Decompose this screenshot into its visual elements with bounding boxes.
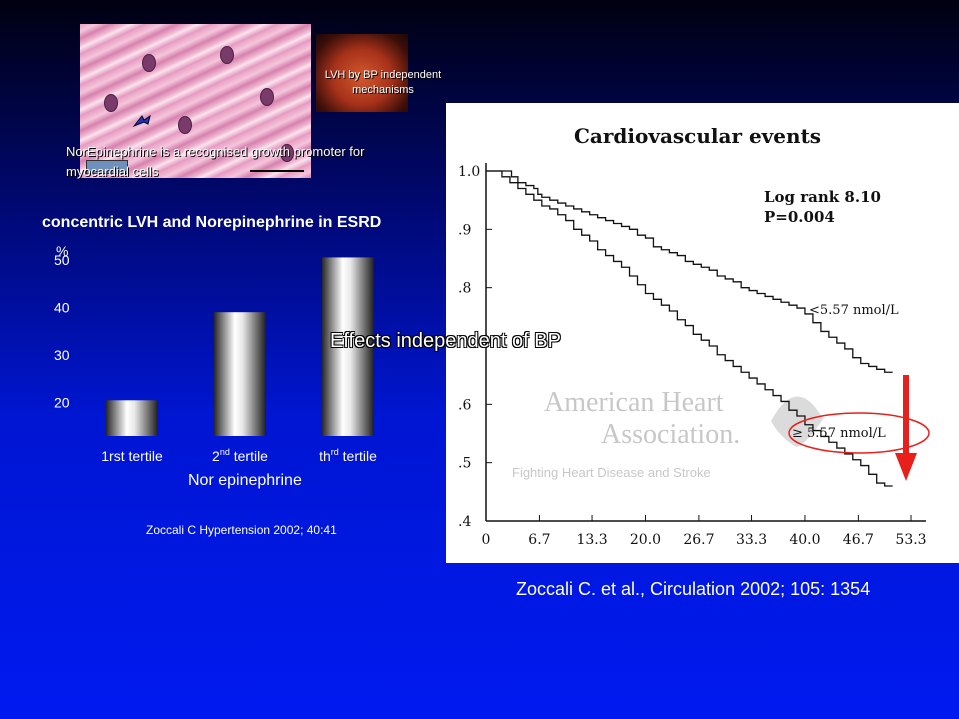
bar-y-axis-label: % — [56, 243, 68, 259]
high-ne-survival-curve — [486, 170, 893, 487]
km-x-tick: 46.7 — [843, 532, 874, 548]
km-x-tick: 0 — [482, 532, 491, 548]
bar-y-tick: 20 — [54, 395, 70, 411]
km-x-tick: 26.7 — [683, 532, 714, 548]
km-y-tick: .6 — [458, 397, 471, 413]
low-ne-survival-curve — [486, 170, 893, 373]
cell-nucleus — [260, 88, 274, 106]
lvh-bar-chart: % 20 30 40 50 1rst tertile 2nd tertile thrd t… — [54, 243, 377, 464]
bar-series — [106, 257, 374, 436]
km-x-tick: 40.0 — [789, 532, 820, 548]
cell-nucleus — [178, 116, 192, 134]
km-y-tick: .8 — [458, 281, 471, 297]
cell-nucleus — [280, 144, 294, 162]
bar-category-label: 1rst tertile — [101, 448, 163, 464]
watermark-line3: Fighting Heart Disease and Stroke — [512, 465, 711, 480]
km-title: Cardiovascular events — [574, 124, 821, 148]
km-y-tick: .5 — [458, 456, 471, 472]
circulation-reference: Zoccali C. et al., Circulation 2002; 105… — [516, 579, 871, 599]
overlay-note: Effects independent of BP — [330, 330, 561, 352]
scale-label — [86, 160, 128, 174]
km-x-tick: 13.3 — [576, 532, 607, 548]
heart-caption: LVH by BP independent mechanisms — [324, 69, 442, 96]
histology-caption: NorEpinephrine is a recognised growth pr… — [66, 144, 365, 179]
bar-x-labels: 1rst tertile 2nd tertile thrd tertile — [101, 447, 377, 464]
km-y-tick: .9 — [458, 222, 471, 238]
km-x-ticks: 0 6.7 13.3 20.0 26.7 33.3 40.0 46.7 53.3 — [482, 515, 927, 548]
bar — [214, 312, 266, 436]
km-y-tick: 1.0 — [458, 164, 480, 180]
km-x-tick: 20.0 — [630, 532, 661, 548]
km-x-tick: 6.7 — [528, 532, 550, 548]
aha-watermark: American Heart Association. Fighting Hea… — [512, 387, 823, 480]
km-curves — [486, 170, 893, 487]
watermark-line1: American Heart — [544, 387, 724, 418]
km-x-tick: 53.3 — [895, 532, 926, 548]
watermark-line2: Association. — [601, 419, 740, 450]
log-rank-stat: Log rank 8.10 — [764, 188, 881, 206]
bar-category-label: thrd tertile — [319, 447, 377, 464]
kaplan-meier-figure: Cardiovascular events American Heart Ass… — [446, 103, 959, 563]
cell-nucleus — [104, 94, 118, 112]
bar-category-label: 2nd tertile — [212, 447, 268, 464]
heart-image — [316, 34, 408, 112]
blue-arrow-icon — [132, 114, 151, 128]
bar-x-axis-label: Nor epinephrine — [188, 472, 302, 489]
scale-bar — [250, 170, 304, 172]
km-y-ticks: 1.0 .9 .8 .6 .5 .4 — [458, 164, 492, 530]
bar-y-tick: 30 — [54, 347, 70, 363]
p-value: P=0.004 — [764, 208, 835, 226]
low-ne-series-label: <5.57 nmol/L — [809, 303, 899, 318]
myocardial-tissue-image — [80, 24, 311, 178]
high-ne-series-label: ≥ 5.57 nmol/L — [792, 426, 886, 441]
down-arrow-icon — [895, 375, 917, 481]
bar-chart-title: concentric LVH and Norepinephrine in ESR… — [42, 214, 382, 231]
km-y-tick: .4 — [458, 514, 471, 530]
bar — [322, 257, 374, 436]
bar-y-tick: 40 — [54, 299, 70, 315]
cell-nucleus — [142, 54, 156, 72]
km-x-tick: 33.3 — [736, 532, 767, 548]
watermark-heart-icon — [771, 396, 823, 447]
hypertension-reference: Zoccali C Hypertension 2002; 40:41 — [146, 523, 337, 537]
bar — [106, 400, 158, 436]
bar-y-ticks: 20 30 40 50 — [54, 252, 70, 411]
cell-nucleus — [220, 46, 234, 64]
bar-y-tick: 50 — [54, 252, 70, 268]
highlight-ellipse — [788, 412, 930, 454]
